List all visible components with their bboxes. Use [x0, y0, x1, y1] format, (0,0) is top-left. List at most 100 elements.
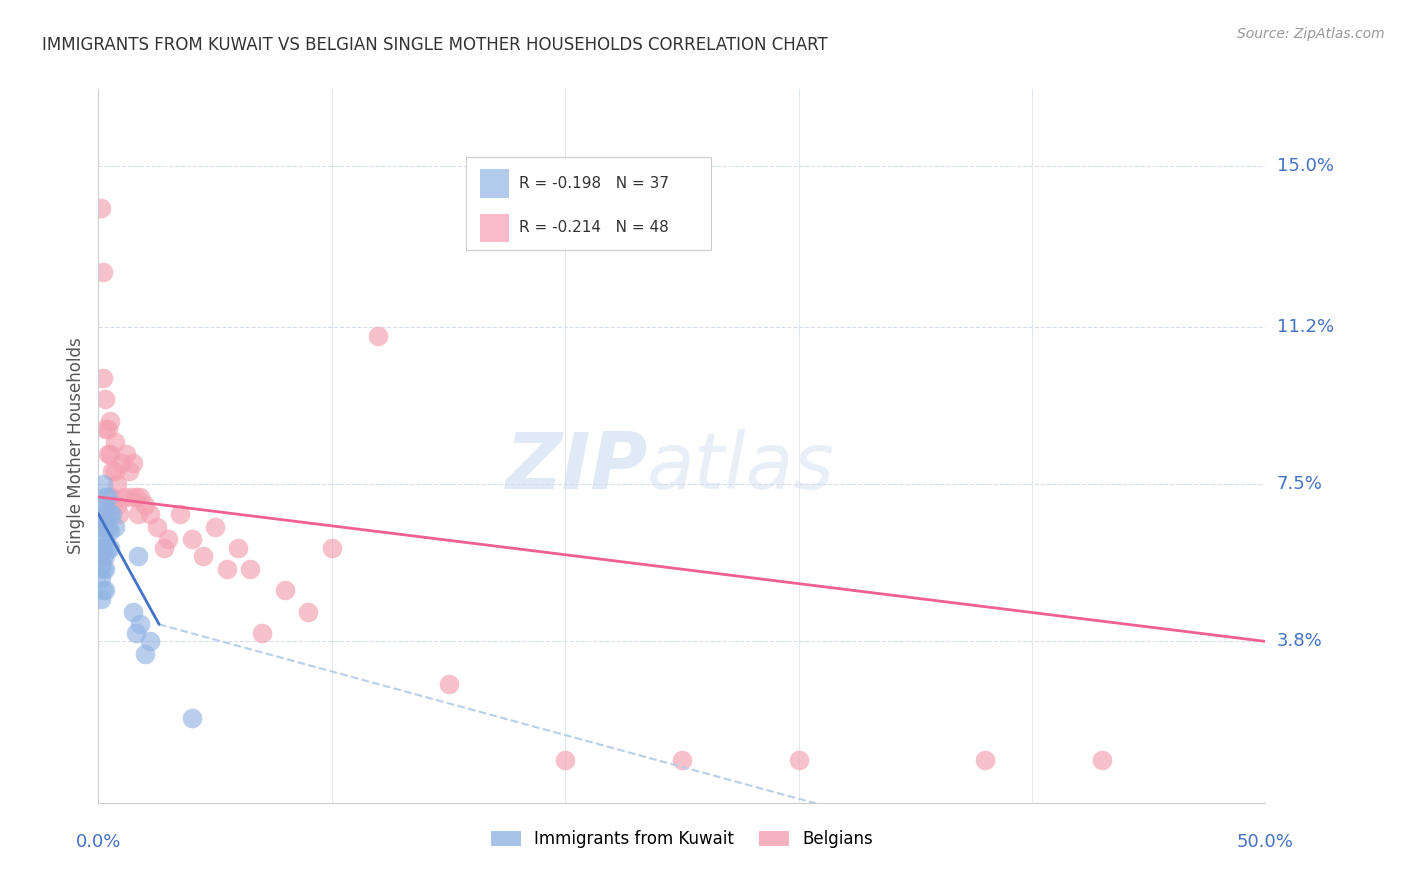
Point: [180, 711, 202, 725]
Point: [437, 677, 460, 691]
Point: [101, 507, 124, 521]
Point: [90, 591, 112, 606]
Point: [122, 456, 145, 470]
Point: [193, 549, 215, 564]
Y-axis label: Single Mother Households: Single Mother Households: [67, 338, 86, 554]
Point: [152, 541, 174, 555]
Point: [120, 490, 142, 504]
Point: [97, 519, 120, 533]
Point: [94, 583, 117, 598]
Point: [90, 507, 112, 521]
Legend: Immigrants from Kuwait, Belgians: Immigrants from Kuwait, Belgians: [484, 824, 880, 855]
Point: [104, 519, 127, 533]
Point: [204, 519, 226, 533]
Text: 7.5%: 7.5%: [1277, 475, 1323, 493]
Point: [112, 490, 135, 504]
Point: [127, 507, 149, 521]
Text: 50.0%: 50.0%: [1237, 833, 1294, 851]
Text: ZIP: ZIP: [505, 429, 647, 506]
Point: [97, 490, 120, 504]
Point: [90, 558, 112, 572]
Point: [90, 571, 112, 585]
Point: [97, 541, 120, 555]
Bar: [479, 169, 509, 198]
Point: [91, 541, 114, 555]
Point: [274, 583, 297, 598]
Point: [367, 328, 389, 343]
Point: [97, 422, 120, 436]
Point: [98, 541, 121, 555]
Point: [169, 507, 191, 521]
Point: [134, 647, 156, 661]
Point: [139, 507, 162, 521]
FancyBboxPatch shape: [465, 157, 711, 250]
Point: [94, 549, 117, 564]
Point: [98, 448, 121, 462]
Point: [134, 499, 156, 513]
Point: [94, 392, 117, 407]
Point: [129, 490, 152, 504]
Point: [97, 448, 120, 462]
Point: [91, 265, 114, 279]
Point: [1091, 753, 1114, 767]
Text: 15.0%: 15.0%: [1277, 157, 1333, 175]
Point: [90, 549, 112, 564]
Point: [91, 562, 114, 576]
Text: Source: ZipAtlas.com: Source: ZipAtlas.com: [1237, 27, 1385, 41]
Point: [122, 605, 145, 619]
Point: [127, 549, 149, 564]
Point: [111, 456, 134, 470]
Text: 11.2%: 11.2%: [1277, 318, 1334, 336]
Point: [94, 519, 117, 533]
Point: [321, 541, 343, 555]
Point: [146, 519, 169, 533]
Point: [250, 626, 273, 640]
Point: [104, 434, 127, 449]
Point: [554, 753, 576, 767]
Text: 3.8%: 3.8%: [1277, 632, 1322, 650]
Point: [104, 465, 127, 479]
Point: [91, 549, 114, 564]
Point: [105, 477, 128, 491]
Point: [91, 477, 114, 491]
Text: 0.0%: 0.0%: [76, 833, 121, 851]
Point: [91, 499, 114, 513]
Point: [101, 465, 124, 479]
Bar: [479, 214, 509, 243]
Point: [91, 371, 114, 385]
Point: [108, 507, 131, 521]
Point: [297, 605, 319, 619]
Point: [157, 533, 180, 547]
Point: [98, 524, 121, 538]
Point: [228, 541, 250, 555]
Text: R = -0.198   N = 37: R = -0.198 N = 37: [519, 176, 668, 191]
Point: [94, 533, 117, 547]
Text: R = -0.214   N = 48: R = -0.214 N = 48: [519, 220, 668, 235]
Point: [101, 490, 124, 504]
Point: [91, 519, 114, 533]
Text: IMMIGRANTS FROM KUWAIT VS BELGIAN SINGLE MOTHER HOUSEHOLDS CORRELATION CHART: IMMIGRANTS FROM KUWAIT VS BELGIAN SINGLE…: [42, 36, 828, 54]
Point: [94, 507, 117, 521]
Point: [974, 753, 997, 767]
Point: [98, 507, 121, 521]
Point: [671, 753, 693, 767]
Point: [115, 448, 138, 462]
Point: [91, 583, 114, 598]
Point: [125, 626, 148, 640]
Point: [94, 422, 117, 436]
Point: [787, 753, 810, 767]
Point: [118, 465, 141, 479]
Point: [180, 533, 202, 547]
Text: atlas: atlas: [647, 429, 835, 506]
Point: [129, 617, 152, 632]
Point: [94, 562, 117, 576]
Point: [98, 413, 121, 427]
Point: [139, 634, 162, 648]
Point: [94, 490, 117, 504]
Point: [239, 562, 262, 576]
Point: [90, 519, 112, 533]
Point: [90, 201, 112, 215]
Point: [90, 541, 112, 555]
Point: [125, 490, 148, 504]
Point: [105, 499, 128, 513]
